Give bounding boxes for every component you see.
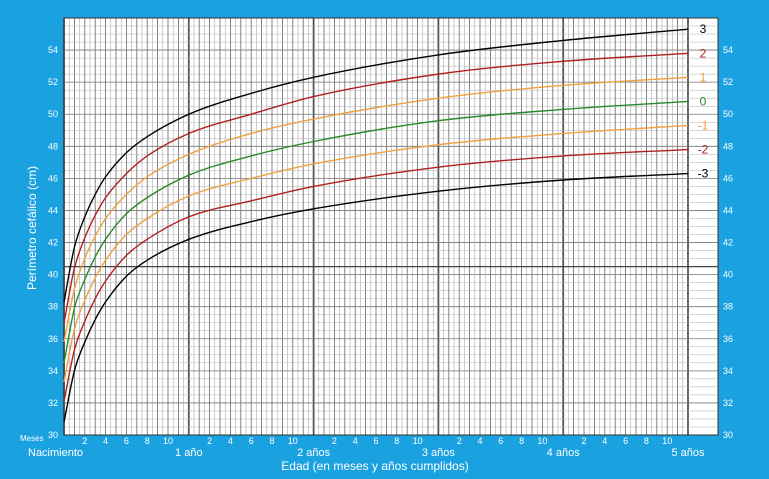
x-year-label: 3 años xyxy=(422,447,456,459)
y-tick-label-left: 36 xyxy=(48,334,58,344)
x-tick-label: 2 xyxy=(332,436,337,446)
series-label-1: 1 xyxy=(700,70,707,84)
x-tick-label: 8 xyxy=(394,436,399,446)
x-tick-label: 8 xyxy=(269,436,274,446)
x-tick-label: 4 xyxy=(602,436,607,446)
y-tick-label-left: 38 xyxy=(48,302,58,312)
y-axis-title: Perímetro cefálico (cm) xyxy=(25,166,39,290)
series-line-0 xyxy=(63,100,689,363)
series-label-0: 0 xyxy=(700,94,707,108)
x-tick-label: 10 xyxy=(662,436,672,446)
y-tick-label-left: 40 xyxy=(48,270,58,280)
y-tick-label-left: 42 xyxy=(48,238,58,248)
series-label-3: 3 xyxy=(700,22,707,36)
x-year-label: Nacimiento xyxy=(28,447,83,459)
x-unit-label: Meses xyxy=(20,434,44,443)
y-tick-label-right: 44 xyxy=(723,205,733,215)
y-tick-label-left: 46 xyxy=(48,173,58,183)
x-tick-label: 8 xyxy=(644,436,649,446)
y-tick-label-left: 34 xyxy=(48,366,58,376)
x-year-label: 5 años xyxy=(671,447,705,459)
y-tick-label-right: 38 xyxy=(723,302,733,312)
y-tick-label-right: 32 xyxy=(723,398,733,408)
x-tick-label: 4 xyxy=(103,436,108,446)
y-tick-label-right: 34 xyxy=(723,366,733,376)
x-tick-label: 6 xyxy=(249,436,254,446)
x-tick-label: 4 xyxy=(228,436,233,446)
x-axis-title: Edad (en meses y años cumplidos) xyxy=(281,459,468,473)
series-label--3: -3 xyxy=(698,167,709,181)
x-year-label: 1 año xyxy=(175,447,203,459)
y-tick-label-left: 50 xyxy=(48,109,58,119)
x-tick-label: 2 xyxy=(82,436,87,446)
x-tick-label: 6 xyxy=(124,436,129,446)
x-tick-label: 2 xyxy=(581,436,586,446)
x-tick-label: 2 xyxy=(457,436,462,446)
y-tick-label-right: 50 xyxy=(723,109,733,119)
y-tick-label-left: 48 xyxy=(48,141,58,151)
series-label--2: -2 xyxy=(698,143,709,157)
y-tick-label-right: 36 xyxy=(723,334,733,344)
y-tick-label-right: 48 xyxy=(723,141,733,151)
y-tick-label-right: 54 xyxy=(723,45,733,55)
y-tick-label-right: 52 xyxy=(723,77,733,87)
y-tick-label-right: 30 xyxy=(723,430,733,440)
x-tick-label: 8 xyxy=(145,436,150,446)
series-label-2: 2 xyxy=(700,46,707,60)
x-tick-label: 2 xyxy=(207,436,212,446)
y-tick-label-right: 46 xyxy=(723,173,733,183)
plot-border xyxy=(63,17,719,436)
series-line-1 xyxy=(63,76,689,343)
y-tick-label-right: 40 xyxy=(723,270,733,280)
series-line--3 xyxy=(63,172,689,423)
x-tick-label: 4 xyxy=(477,436,482,446)
y-tick-label-left: 30 xyxy=(48,430,58,440)
series-line-2 xyxy=(63,52,689,323)
x-year-label: 4 años xyxy=(547,447,581,459)
x-tick-label: 6 xyxy=(498,436,503,446)
x-tick-label: 10 xyxy=(288,436,298,446)
x-year-label: 2 años xyxy=(297,447,331,459)
y-tick-label-right: 42 xyxy=(723,238,733,248)
x-tick-label: 10 xyxy=(537,436,547,446)
series-label--1: -1 xyxy=(698,118,709,132)
y-tick-label-left: 32 xyxy=(48,398,58,408)
x-tick-label: 10 xyxy=(163,436,173,446)
y-tick-label-left: 54 xyxy=(48,45,58,55)
y-tick-label-left: 52 xyxy=(48,77,58,87)
x-tick-label: 6 xyxy=(373,436,378,446)
x-tick-label: 6 xyxy=(623,436,628,446)
x-tick-label: 10 xyxy=(413,436,423,446)
series-line--1 xyxy=(63,124,689,383)
y-tick-label-left: 44 xyxy=(48,205,58,215)
series-line--2 xyxy=(63,148,689,402)
x-tick-label: 8 xyxy=(519,436,524,446)
series-line-3 xyxy=(63,28,689,303)
x-tick-label: 4 xyxy=(353,436,358,446)
